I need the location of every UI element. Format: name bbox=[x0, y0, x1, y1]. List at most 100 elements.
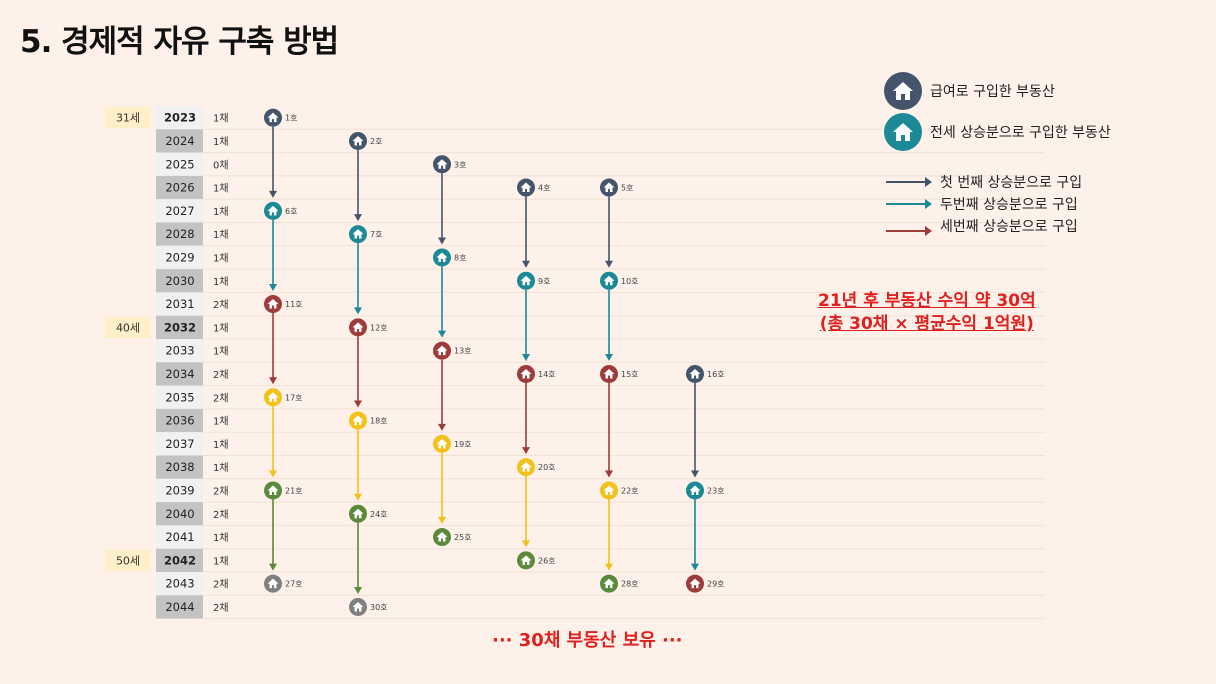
table-row: 40세 2032 1채 bbox=[105, 315, 1045, 340]
property-label: 16호 bbox=[707, 370, 725, 379]
property-label: 20호 bbox=[538, 463, 556, 472]
year-cell bbox=[156, 432, 203, 456]
count-label: 1채 bbox=[213, 113, 229, 125]
arrow-head-icon bbox=[354, 400, 362, 408]
house-icon bbox=[520, 368, 532, 379]
property-node: 16호 bbox=[686, 364, 725, 383]
property-label: 25호 bbox=[454, 533, 472, 542]
property-label: 26호 bbox=[538, 556, 556, 565]
arrow-head-icon bbox=[354, 493, 362, 501]
count-label: 1채 bbox=[213, 532, 229, 544]
year-label: 2029 bbox=[165, 250, 194, 264]
property-label: 24호 bbox=[370, 510, 388, 519]
year-cell bbox=[156, 572, 203, 596]
house-icon bbox=[352, 135, 364, 146]
year-cell bbox=[156, 106, 203, 130]
property-label: 18호 bbox=[370, 417, 388, 426]
year-label: 2027 bbox=[165, 204, 194, 218]
house-icon bbox=[436, 532, 448, 542]
year-label: 2034 bbox=[165, 367, 194, 381]
count-label: 1채 bbox=[213, 276, 229, 288]
house-icon bbox=[267, 299, 279, 309]
count-label: 2채 bbox=[213, 299, 229, 311]
legend-salary-label: 급여로 구입한 부동산 bbox=[930, 84, 1055, 100]
table-row: 2038 1채 bbox=[156, 455, 1045, 480]
summary-line1: 21년 후 부동산 수익 약 30억 bbox=[818, 291, 1036, 311]
table-row: 50세 2042 1채 bbox=[105, 548, 1045, 573]
table-row: 2044 2채 bbox=[156, 595, 1045, 620]
year-label: 2023 bbox=[164, 111, 196, 125]
year-cell bbox=[156, 315, 203, 339]
property-label: 22호 bbox=[621, 486, 639, 495]
age-cell bbox=[105, 316, 151, 338]
property-label: 21호 bbox=[285, 486, 303, 495]
count-label: 1채 bbox=[213, 322, 229, 334]
year-label: 2031 bbox=[165, 297, 194, 311]
property-node: 3호 bbox=[433, 155, 466, 174]
house-icon bbox=[884, 72, 922, 110]
arrow-head-icon bbox=[354, 586, 362, 594]
year-label: 2033 bbox=[165, 344, 194, 358]
house-icon bbox=[267, 205, 279, 216]
property-label: 2호 bbox=[370, 137, 382, 146]
house-icon bbox=[267, 578, 279, 589]
count-label: 2채 bbox=[213, 579, 229, 591]
table-row: 2041 1채 bbox=[156, 525, 1045, 550]
property-node: 12호 bbox=[349, 318, 388, 337]
footer-note: ··· 30채 부동산 보유 ··· bbox=[492, 630, 683, 651]
property-node: 23호 bbox=[686, 481, 725, 500]
arrow-head-icon bbox=[438, 237, 446, 245]
legend-arrow-second: 두번째 상승분으로 구입 bbox=[886, 194, 1078, 214]
property-label: 19호 bbox=[454, 440, 472, 449]
house-icon bbox=[267, 112, 279, 123]
property-node: 8호 bbox=[433, 248, 466, 267]
count-label: 1채 bbox=[213, 252, 229, 264]
arrow-head-icon bbox=[691, 563, 699, 571]
count-label: 2채 bbox=[213, 602, 229, 614]
year-cell bbox=[156, 595, 203, 619]
house-icon bbox=[603, 368, 615, 379]
house-icon bbox=[603, 485, 615, 495]
property-node: 10호 bbox=[600, 271, 639, 290]
year-cell bbox=[156, 175, 203, 200]
summary-line2: (총 30채 × 평균수익 1억원) bbox=[819, 314, 1034, 334]
property-label: 30호 bbox=[370, 603, 388, 612]
year-label: 2038 bbox=[165, 460, 194, 474]
property-node: 13호 bbox=[433, 341, 472, 360]
property-node: 7호 bbox=[349, 225, 382, 244]
arrow-icon bbox=[886, 226, 932, 236]
arrow-head-icon bbox=[269, 190, 277, 198]
count-label: 2채 bbox=[213, 369, 229, 381]
year-label: 2043 bbox=[165, 577, 194, 591]
year-label: 2042 bbox=[164, 553, 196, 567]
property-label: 28호 bbox=[621, 580, 639, 589]
count-label: 1채 bbox=[213, 346, 229, 358]
table-row: 2025 0채 bbox=[156, 152, 1045, 177]
house-icon bbox=[352, 601, 364, 612]
table-row: 2028 1채 bbox=[156, 222, 1045, 247]
table-row: 2027 1채 bbox=[156, 199, 1045, 223]
year-cell bbox=[156, 478, 203, 503]
house-icon bbox=[520, 275, 532, 286]
house-icon bbox=[267, 392, 279, 402]
house-icon bbox=[884, 113, 922, 151]
property-label: 15호 bbox=[621, 370, 639, 379]
table-row: 31세 2023 1채 bbox=[105, 106, 1045, 130]
arrow-head-icon bbox=[269, 563, 277, 571]
year-label: 2026 bbox=[165, 181, 194, 195]
arrow-head-icon bbox=[354, 214, 362, 222]
count-label: 1채 bbox=[213, 462, 229, 474]
count-label: 1채 bbox=[213, 555, 229, 567]
table-row: 2034 2채 bbox=[156, 362, 1045, 387]
year-label: 2039 bbox=[165, 483, 194, 497]
property-label: 9호 bbox=[538, 277, 550, 286]
property-node: 4호 bbox=[517, 178, 550, 197]
year-label: 2040 bbox=[165, 507, 194, 521]
house-icon bbox=[352, 322, 364, 332]
year-label: 2024 bbox=[165, 134, 194, 148]
house-icon bbox=[436, 252, 448, 262]
year-cell bbox=[156, 292, 203, 316]
arrow-head-icon bbox=[605, 353, 613, 361]
property-label: 23호 bbox=[707, 486, 725, 495]
